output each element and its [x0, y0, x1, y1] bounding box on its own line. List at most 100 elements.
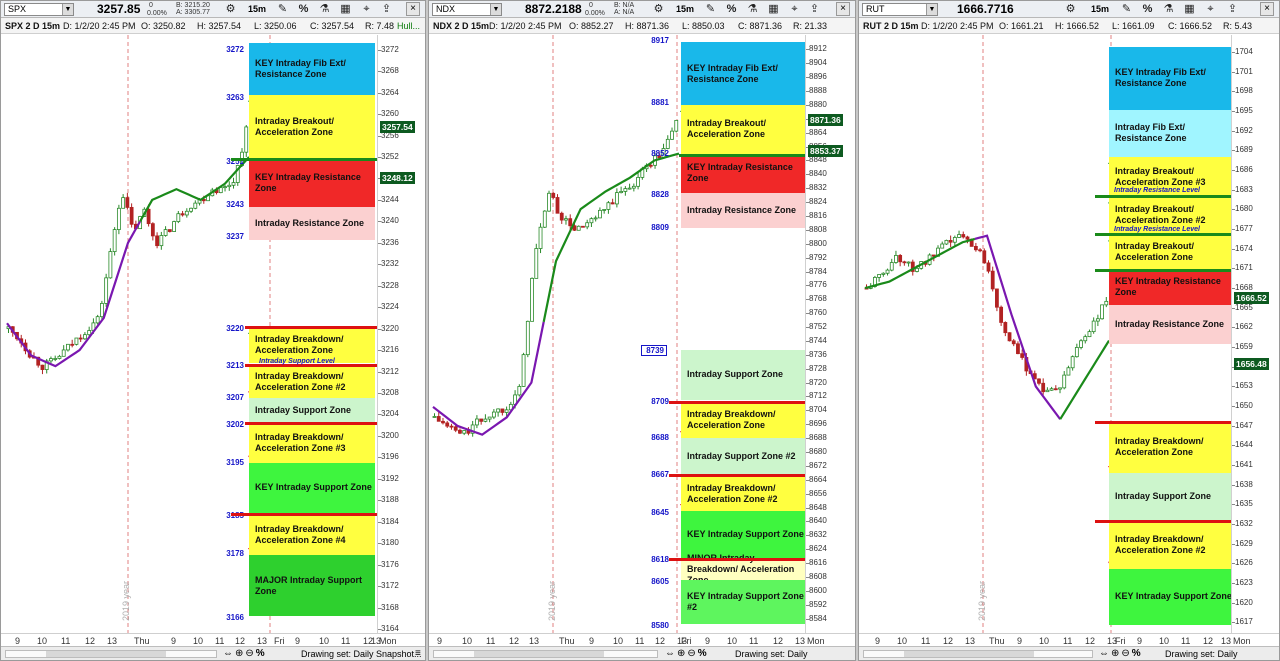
candle-body: [665, 138, 670, 149]
axis-tick-mark: [378, 543, 381, 545]
key-level-line[interactable]: [1095, 420, 1233, 424]
percent-icon[interactable]: %: [697, 648, 707, 659]
horizontal-scrollbar[interactable]: [433, 650, 658, 658]
studies-icon[interactable]: ⚗: [319, 3, 330, 15]
zone-1: Intraday Fib Ext/ Resistance Zone: [1109, 109, 1233, 157]
style-icon[interactable]: ▦: [768, 3, 779, 15]
symbol-selector[interactable]: SPX ▼: [4, 3, 74, 16]
price-axis[interactable]: 3272326832643260325632523248324432403236…: [377, 35, 425, 633]
symbol-selector[interactable]: RUT ▼: [862, 3, 938, 16]
share-icon[interactable]: ⇪: [381, 3, 392, 15]
horizontal-scrollbar[interactable]: [863, 650, 1093, 658]
key-level-line[interactable]: [231, 158, 379, 162]
share-icon[interactable]: ⇪: [809, 3, 820, 15]
percent-icon[interactable]: %: [255, 648, 265, 659]
key-level-line[interactable]: [669, 400, 807, 404]
key-level-line[interactable]: [679, 154, 807, 158]
key-level-line[interactable]: [245, 421, 379, 425]
percent-icon[interactable]: %: [1142, 3, 1153, 15]
level-label: 3237: [226, 232, 244, 242]
pin-icon[interactable]: ⌖: [363, 3, 370, 15]
axis-tick-label: 8840: [809, 169, 827, 179]
interval-selector[interactable]: 15m: [676, 4, 695, 14]
drawing-icon[interactable]: ✎: [705, 3, 716, 15]
key-level-line[interactable]: [1095, 268, 1233, 272]
axis-tick-mark: [806, 465, 809, 467]
close-icon[interactable]: ×: [1260, 2, 1274, 16]
key-level-line[interactable]: [669, 474, 807, 478]
key-level-line[interactable]: [1095, 233, 1233, 237]
drawing-set-selector[interactable]: Drawing set: Daily Snapshot...: [1165, 649, 1238, 659]
style-icon[interactable]: ▦: [340, 3, 351, 15]
axis-tick-label: 1620: [1235, 597, 1253, 607]
interval-selector[interactable]: 15m: [248, 4, 267, 14]
key-level-line[interactable]: [1095, 520, 1233, 524]
ohlc-info-1: D: 1/2/20 2:45 PM: [489, 21, 562, 31]
time-axis[interactable]: 9 10 11 12 13 Thu 9 10 11 12 13 Fri 9 10 11 12 13 Mon: [859, 633, 1279, 647]
chevron-down-icon[interactable]: ▼: [926, 4, 937, 15]
level-label: 3272: [226, 44, 244, 54]
gear-icon[interactable]: ⚙: [225, 3, 236, 15]
ohlc-info-0: NDX 2 D 15m: [433, 21, 490, 31]
pin-icon[interactable]: ⌖: [1207, 3, 1214, 15]
axis-tick-mark: [806, 410, 809, 412]
style-icon[interactable]: ▦: [1184, 3, 1195, 15]
axis-tick-label: 3212: [381, 366, 399, 376]
zone-6: Intraday Resistance Zone: [1109, 305, 1233, 345]
pan-icon[interactable]: ⇔: [665, 648, 675, 659]
price-plot[interactable]: KEY Intraday Fib Ext/ Resistance Zone Int…: [429, 35, 807, 633]
axis-tick-label: 3192: [381, 473, 399, 483]
menu-icon[interactable]: ≡: [415, 648, 421, 659]
bid-price: B: N/A: [614, 2, 635, 9]
axis-tick-label: 1617: [1235, 617, 1253, 627]
key-level-line[interactable]: [1095, 195, 1233, 199]
price-axis[interactable]: 1704 1701 1698 1695 1692 1689 1686 1683 1680 1677…: [1231, 35, 1279, 633]
price-plot[interactable]: KEY Intraday Fib Ext/ Resistance Zone Int…: [1, 35, 379, 633]
percent-icon[interactable]: %: [298, 3, 309, 15]
interval-selector[interactable]: 15m: [1091, 4, 1110, 14]
key-level-line[interactable]: [245, 363, 379, 367]
studies-icon[interactable]: ⚗: [747, 3, 758, 15]
zoom-in-icon[interactable]: ⊕: [1111, 648, 1120, 659]
drawing-set-selector[interactable]: Drawing set: Daily Snapshot...: [301, 649, 422, 659]
candle-body: [436, 416, 441, 422]
zoom-in-icon[interactable]: ⊕: [235, 648, 244, 659]
time-axis[interactable]: 9 10 11 12 13 Thu 9 10 11 12 13 Fri 9 10 11 12 13 Mon: [429, 633, 855, 647]
pin-icon[interactable]: ⌖: [791, 3, 798, 15]
chevron-down-icon[interactable]: ▼: [490, 4, 501, 15]
key-level-line[interactable]: [245, 326, 379, 330]
key-level-line[interactable]: [669, 557, 807, 561]
zoom-out-icon[interactable]: ⊖: [687, 648, 696, 659]
gear-icon[interactable]: ⚙: [653, 3, 664, 15]
symbol-selector[interactable]: NDX ▼: [432, 3, 502, 16]
axis-tick-mark: [1232, 504, 1235, 506]
candle-body: [940, 243, 945, 249]
zoom-out-icon[interactable]: ⊖: [1121, 648, 1130, 659]
close-icon[interactable]: ×: [406, 2, 420, 16]
axis-tick-label: 8832: [809, 183, 827, 193]
percent-icon[interactable]: %: [1131, 648, 1141, 659]
axis-tick-mark: [1232, 111, 1235, 113]
horizontal-scrollbar[interactable]: [5, 650, 217, 658]
ohlc-info-7: Hull...: [397, 21, 421, 31]
percent-icon[interactable]: %: [726, 3, 737, 15]
studies-icon[interactable]: ⚗: [1163, 3, 1174, 15]
chevron-down-icon[interactable]: ▼: [62, 4, 73, 15]
symbol-text: RUT: [866, 4, 885, 14]
drawing-set-selector[interactable]: Drawing set: Daily Snapshot...: [735, 649, 808, 659]
price-plot[interactable]: KEY Intraday Fib Ext/ Resistance Zone Int…: [859, 35, 1233, 633]
time-axis[interactable]: 9 10 11 12 13 Thu 9 10 11 12 13 Fri 9 10 11 12 13 Mon: [1, 633, 425, 647]
axis-tick-mark: [378, 586, 381, 588]
zoom-in-icon[interactable]: ⊕: [677, 648, 686, 659]
pan-icon[interactable]: ⇔: [1099, 648, 1109, 659]
close-icon[interactable]: ×: [836, 2, 850, 16]
drawing-icon[interactable]: ✎: [277, 3, 288, 15]
drawing-icon[interactable]: ✎: [1121, 3, 1132, 15]
zoom-out-icon[interactable]: ⊖: [245, 648, 254, 659]
gear-icon[interactable]: ⚙: [1065, 3, 1076, 15]
price-axis[interactable]: 8912890488968888888088728864885688488840…: [805, 35, 855, 633]
pan-icon[interactable]: ⇔: [223, 648, 233, 659]
share-icon[interactable]: ⇪: [1227, 3, 1238, 15]
key-level-line[interactable]: [231, 513, 379, 517]
time-axis-label: 13: [371, 636, 382, 646]
